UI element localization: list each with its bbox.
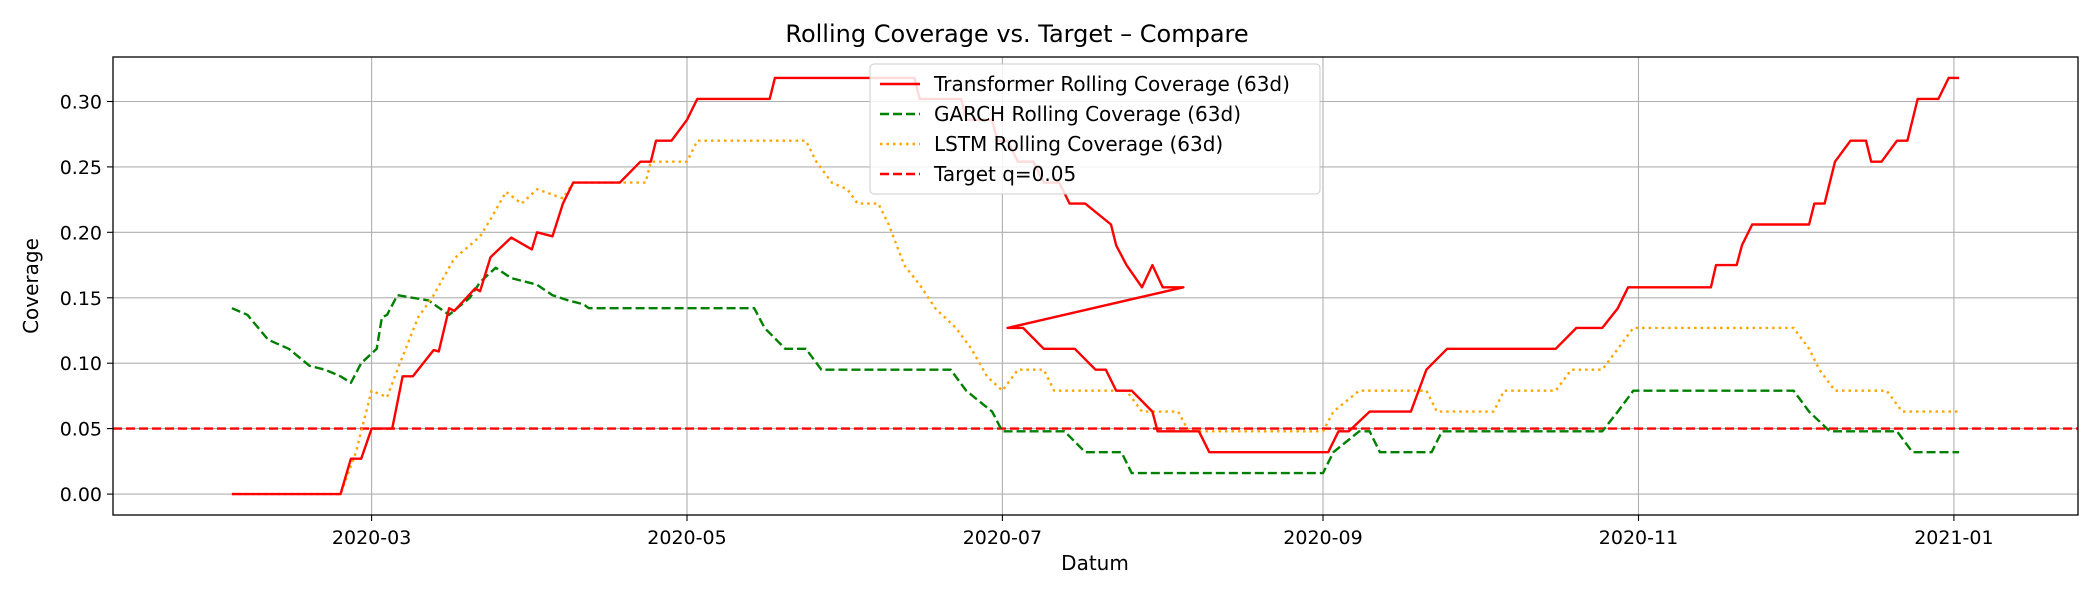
x-tick-label: 2020-05	[647, 527, 726, 549]
x-tick-label: 2020-11	[1599, 527, 1678, 549]
legend-label: Transformer Rolling Coverage (63d)	[933, 72, 1290, 96]
y-axis: 0.00 0.05 0.10 0.15 0.20 0.25 0.30	[60, 92, 113, 506]
chart-title: Rolling Coverage vs. Target – Compare	[785, 20, 1248, 48]
x-tick-label: 2020-03	[332, 527, 411, 549]
x-axis: 2020-03 2020-05 2020-07 2020-09 2020-11 2021-…	[332, 515, 1994, 549]
series-layer	[231, 76, 1960, 496]
x-tick-label: 2020-09	[1283, 527, 1362, 549]
legend-label: Target q=0.05	[933, 162, 1076, 186]
legend-label: GARCH Rolling Coverage (63d)	[934, 102, 1241, 126]
y-axis-label: Coverage	[19, 238, 43, 334]
y-tick-label: 0.20	[60, 222, 102, 244]
legend-box	[869, 63, 1321, 195]
series-line-1	[231, 266, 1960, 475]
y-tick-label: 0.25	[60, 157, 102, 179]
y-tick-label: 0.00	[60, 484, 102, 506]
y-tick-label: 0.10	[60, 353, 102, 375]
y-tick-label: 0.05	[60, 419, 102, 441]
legend-label: LSTM Rolling Coverage (63d)	[934, 132, 1223, 156]
legend: Transformer Rolling Coverage (63d) GARCH …	[869, 63, 1321, 195]
x-tick-label: 2021-01	[1914, 527, 1993, 549]
plot-area-frame	[112, 56, 2079, 516]
x-tick-label: 2020-07	[963, 527, 1042, 549]
series-line-0	[231, 76, 1960, 496]
x-axis-label: Datum	[1061, 551, 1129, 575]
y-tick-label: 0.15	[60, 288, 102, 310]
y-tick-label: 0.30	[60, 92, 102, 114]
